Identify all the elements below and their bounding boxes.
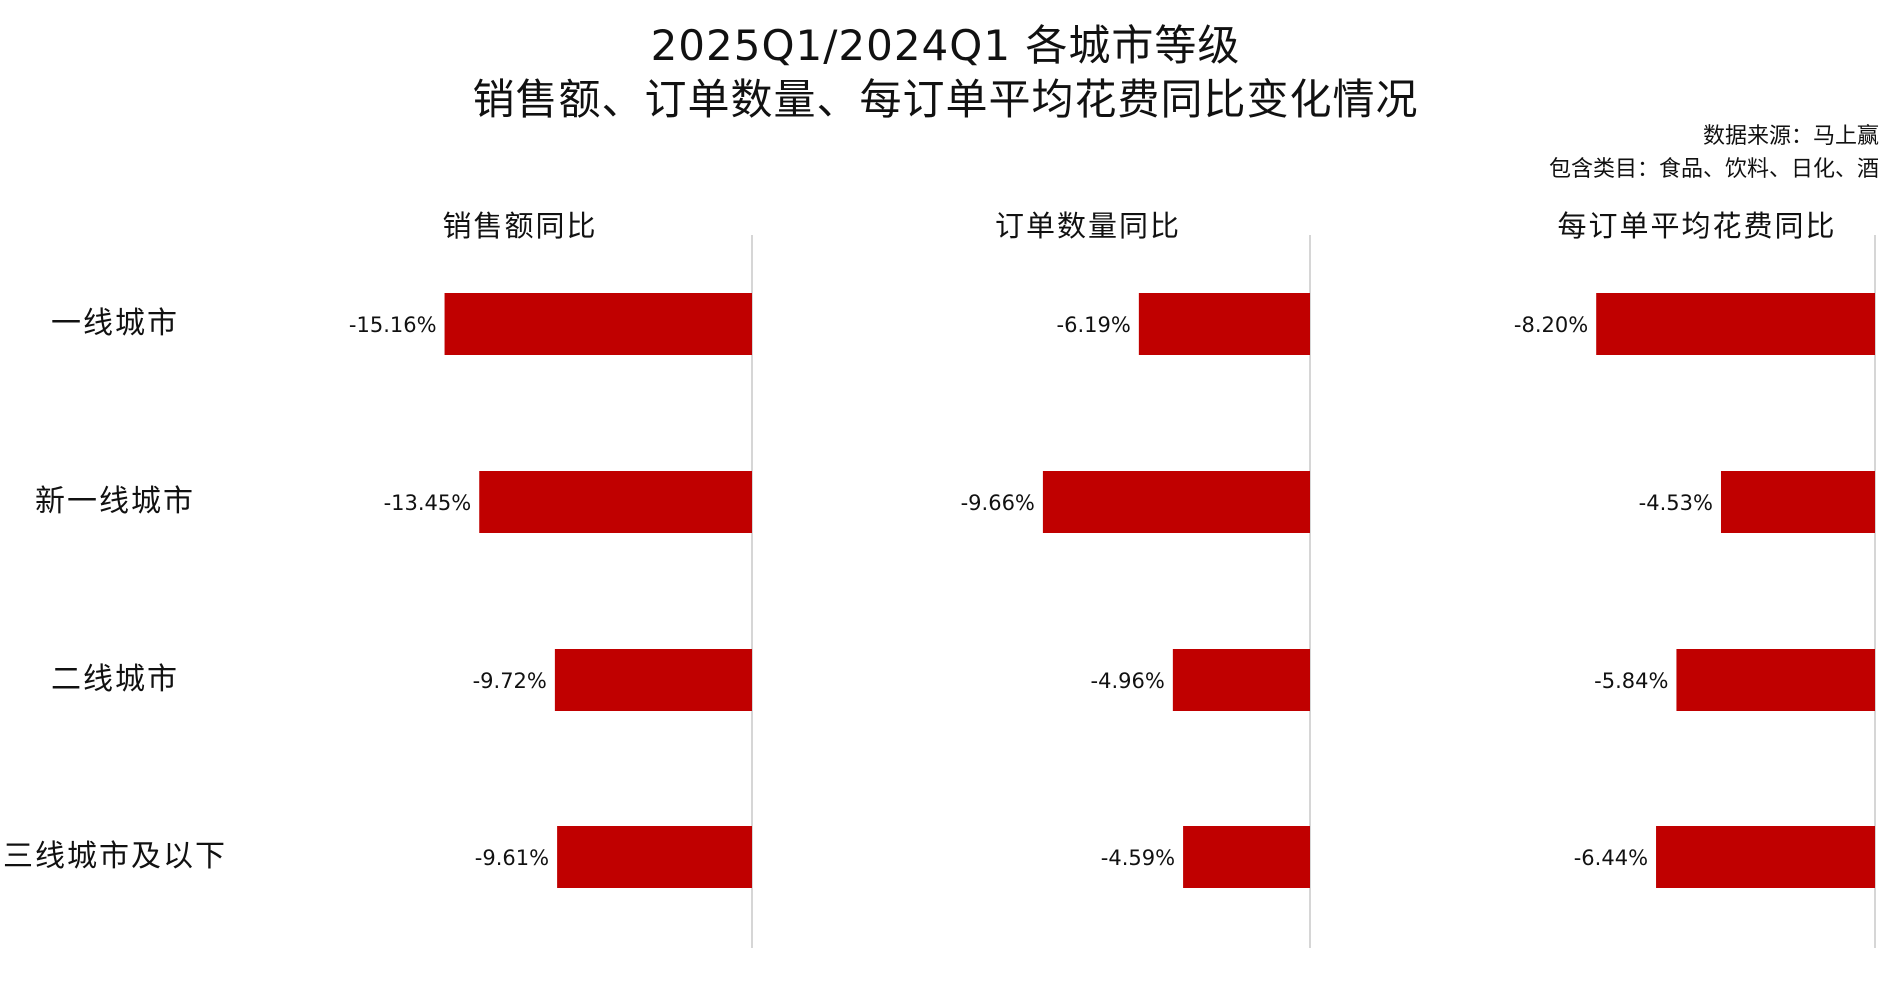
- data-label-s2-c4: -4.59%: [1101, 846, 1175, 870]
- category-label-tier2: 二线城市: [51, 662, 179, 697]
- data-label-s1-c2: -13.45%: [384, 491, 472, 515]
- bar-s2-c1: [1138, 293, 1310, 355]
- category-label-tier1: 一线城市: [51, 306, 179, 341]
- bar-s3-c1: [1596, 293, 1875, 355]
- category-note: 包含类目：食品、饮料、日化、酒: [1548, 157, 1879, 182]
- data-label-s1-c4: -9.61%: [475, 846, 549, 870]
- bar-s3-c2: [1720, 471, 1875, 533]
- data-label-s2-c1: -6.19%: [1057, 313, 1131, 337]
- bar-s2-c3: [1172, 649, 1310, 711]
- data-label-s3-c1: -8.20%: [1514, 313, 1588, 337]
- chart-title-line-2: 销售额、订单数量、每订单平均花费同比变化情况: [472, 75, 1419, 124]
- bar-s2-c4: [1183, 826, 1310, 888]
- bar-s1-c4: [557, 826, 752, 888]
- data-label-s1-c3: -9.72%: [473, 669, 547, 693]
- category-label-new-tier1: 新一线城市: [35, 484, 195, 519]
- chart-title-line-1: 2025Q1/2024Q1 各城市等级: [650, 21, 1241, 70]
- bar-s3-c3: [1676, 649, 1875, 711]
- data-label-s2-c3: -4.96%: [1091, 669, 1165, 693]
- bar-s3-c4: [1656, 826, 1875, 888]
- panel-title-1: 销售额同比: [442, 209, 597, 243]
- bar-s1-c1: [444, 293, 752, 355]
- bar-s1-c2: [479, 471, 752, 533]
- bar-s2-c2: [1042, 471, 1310, 533]
- data-label-s3-c4: -6.44%: [1574, 846, 1648, 870]
- data-label-s3-c3: -5.84%: [1594, 669, 1668, 693]
- panel-title-3: 每订单平均花费同比: [1557, 209, 1836, 243]
- data-label-s1-c1: -15.16%: [349, 313, 437, 337]
- panel-title-2: 订单数量同比: [995, 209, 1181, 243]
- bar-s1-c3: [554, 649, 752, 711]
- source-note: 数据来源：马上赢: [1702, 124, 1879, 149]
- data-label-s2-c2: -9.66%: [961, 491, 1035, 515]
- data-label-s3-c2: -4.53%: [1639, 491, 1713, 515]
- category-label-tier3-below: 三线城市及以下: [3, 839, 227, 874]
